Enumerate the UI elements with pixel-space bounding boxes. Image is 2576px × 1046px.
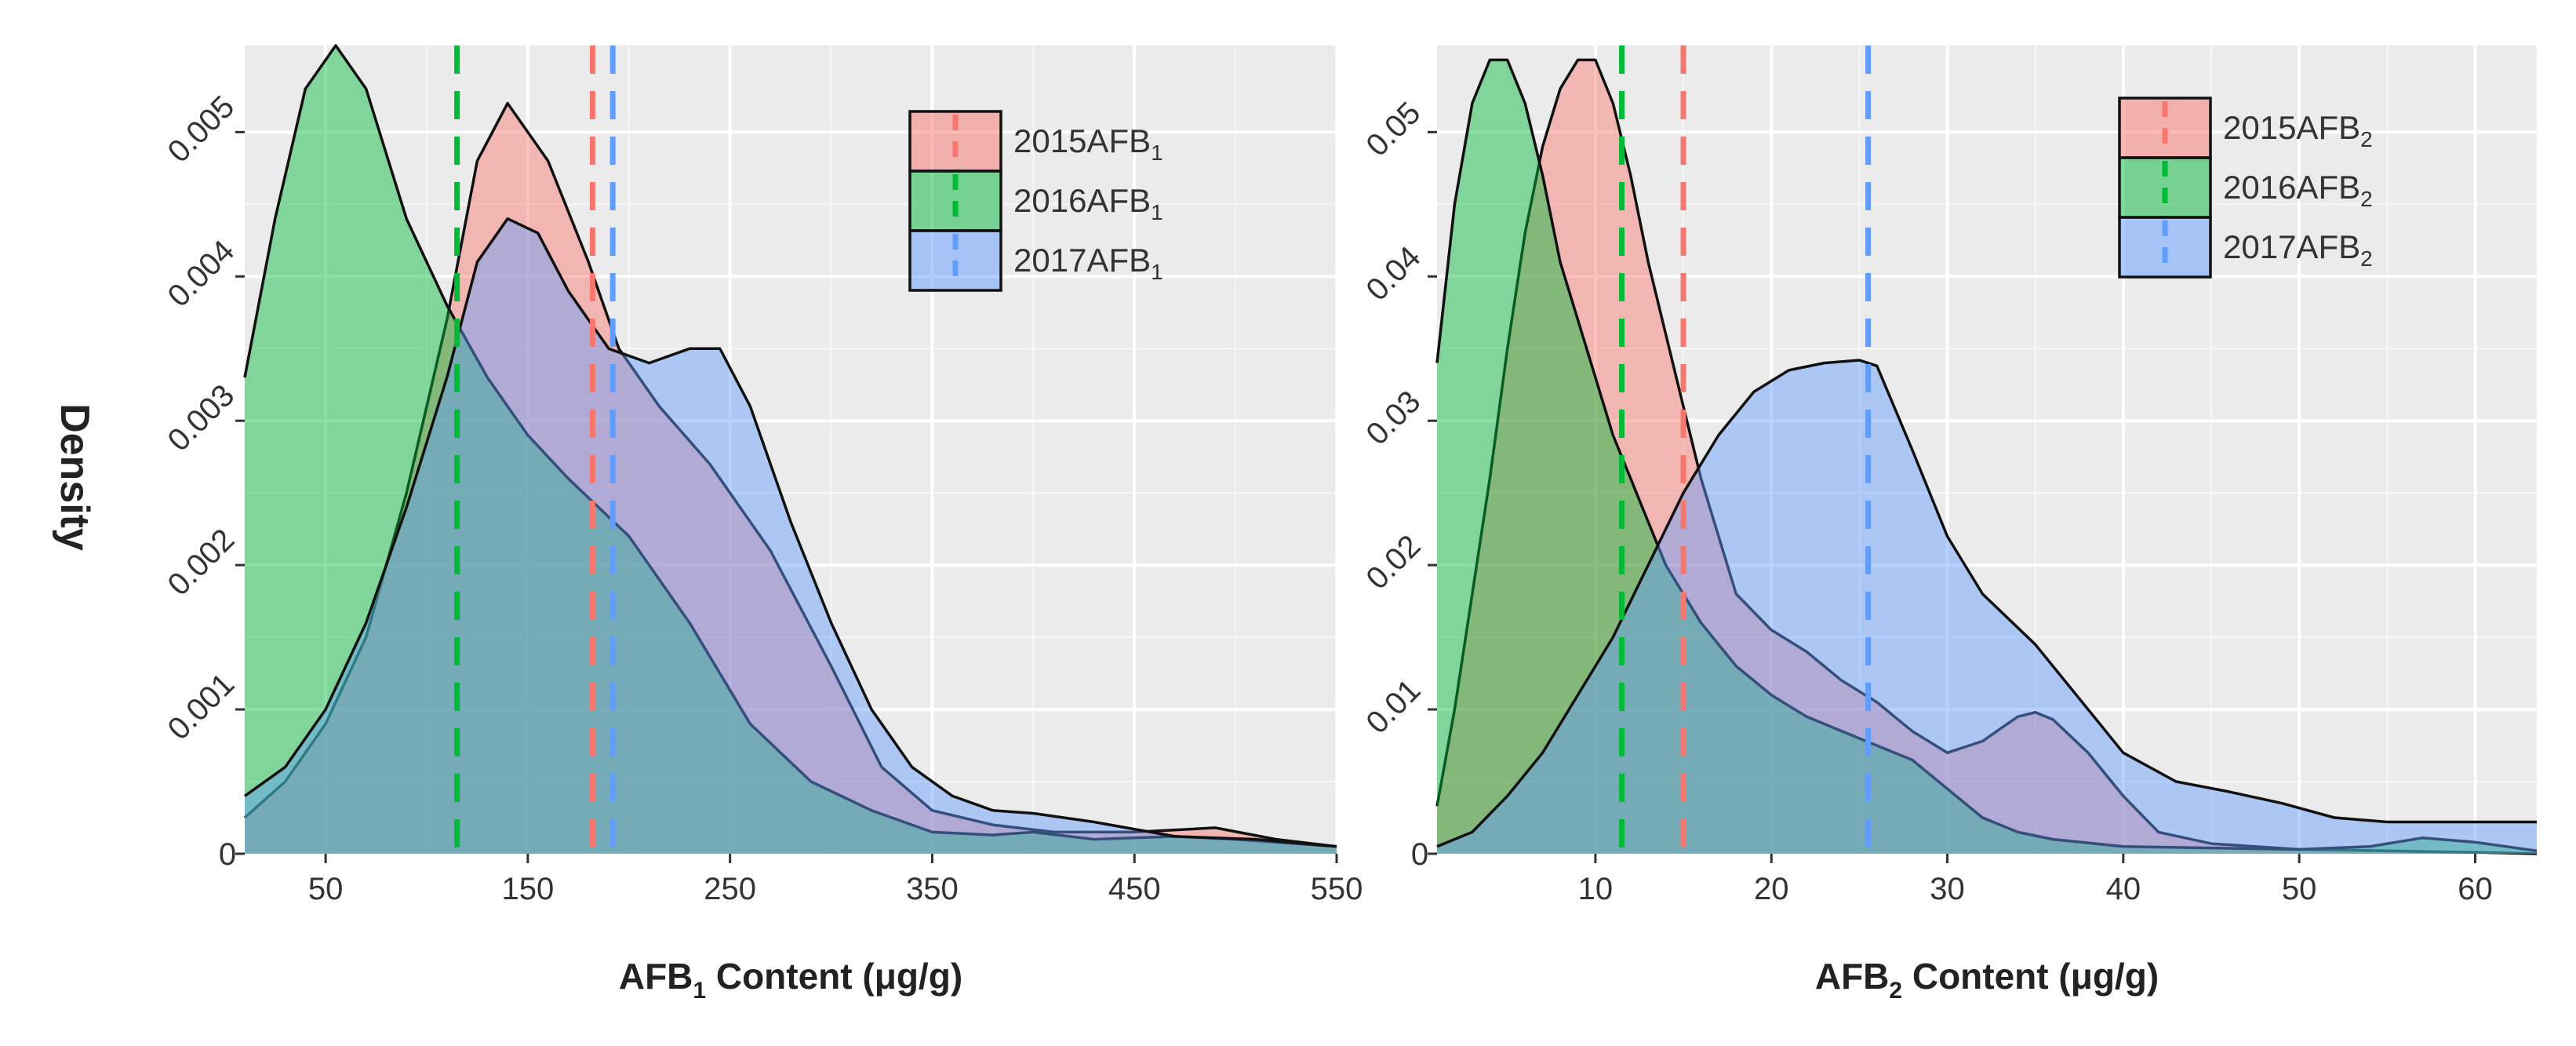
legend-label-2017: 2017AFB1 xyxy=(1013,242,1163,284)
x-tick-label: 60 xyxy=(2458,872,2493,906)
x-tick-label: 50 xyxy=(2282,872,2317,906)
afb2-density-panel: 10 20 30 40 50 60 0 0.01 0.02 0.03 0.04 0.05 AFB2 Co… xyxy=(1359,46,2538,1004)
y-tick-label: 0.03 xyxy=(1359,385,1427,452)
density-area-2016 xyxy=(1437,60,2537,854)
density-line-2016 xyxy=(1435,58,2538,853)
legend-label-2015: 2015AFB2 xyxy=(2223,109,2373,151)
y-tick-label: 0.02 xyxy=(1359,529,1427,596)
density-line-2016 xyxy=(243,44,1337,848)
legend: 2015AFB1 2016AFB1 2017AFB1 xyxy=(908,110,1163,292)
y-tick-label: 0.004 xyxy=(162,234,242,314)
legend: 2015AFB2 2016AFB2 2017AFB2 xyxy=(2118,97,2373,279)
density-area-2016 xyxy=(245,46,1337,854)
y-tick-label: 0.04 xyxy=(1359,240,1427,308)
x-tick-label: 350 xyxy=(906,872,959,906)
density-area-2017 xyxy=(245,218,1337,854)
x-tick-label: 150 xyxy=(502,872,555,906)
y-tick-label: 0.002 xyxy=(162,523,242,603)
y-tick-label: 0.003 xyxy=(162,378,242,458)
y-axis-label: Density xyxy=(52,403,97,551)
x-tick-label: 50 xyxy=(308,872,344,906)
density-line-2017 xyxy=(243,217,1337,848)
legend-label-2016: 2016AFB1 xyxy=(1013,182,1163,224)
y-tick-label: 0 xyxy=(1411,837,1428,872)
density-line-2017 xyxy=(1436,359,2537,848)
legend-label-2015: 2015AFB1 xyxy=(1013,122,1163,165)
legend-label-2017: 2017AFB2 xyxy=(2223,228,2373,271)
x-tick-label: 10 xyxy=(1578,872,1614,906)
density-area-2015 xyxy=(245,103,1337,855)
density-line-2015 xyxy=(243,101,1337,848)
x-axis-title: AFB1 Content (μg/g) xyxy=(619,956,962,1004)
legend-label-2016: 2016AFB2 xyxy=(2223,169,2373,211)
x-tick-label: 30 xyxy=(1930,872,1965,906)
y-tick-label: 0.05 xyxy=(1359,96,1427,163)
y-tick-label: 0.01 xyxy=(1359,672,1427,740)
x-tick-label: 20 xyxy=(1754,872,1789,906)
y-tick-label: 0.001 xyxy=(162,667,242,747)
x-tick-label: 550 xyxy=(1311,872,1363,906)
afb1-density-panel: 50 150 250 350 450 550 0 0.001 0.002 0.003 0.004 0.… xyxy=(162,44,1363,1004)
x-tick-label: 450 xyxy=(1108,872,1161,906)
x-axis-title: AFB2 Content (μg/g) xyxy=(1815,956,2159,1004)
x-tick-label: 40 xyxy=(2106,872,2141,906)
density-area-2017 xyxy=(1437,360,2537,854)
density-area-2015 xyxy=(1437,60,2537,854)
x-tick-label: 250 xyxy=(704,872,756,906)
y-tick-label: 0.005 xyxy=(162,89,242,169)
y-tick-label: 0 xyxy=(219,837,236,872)
